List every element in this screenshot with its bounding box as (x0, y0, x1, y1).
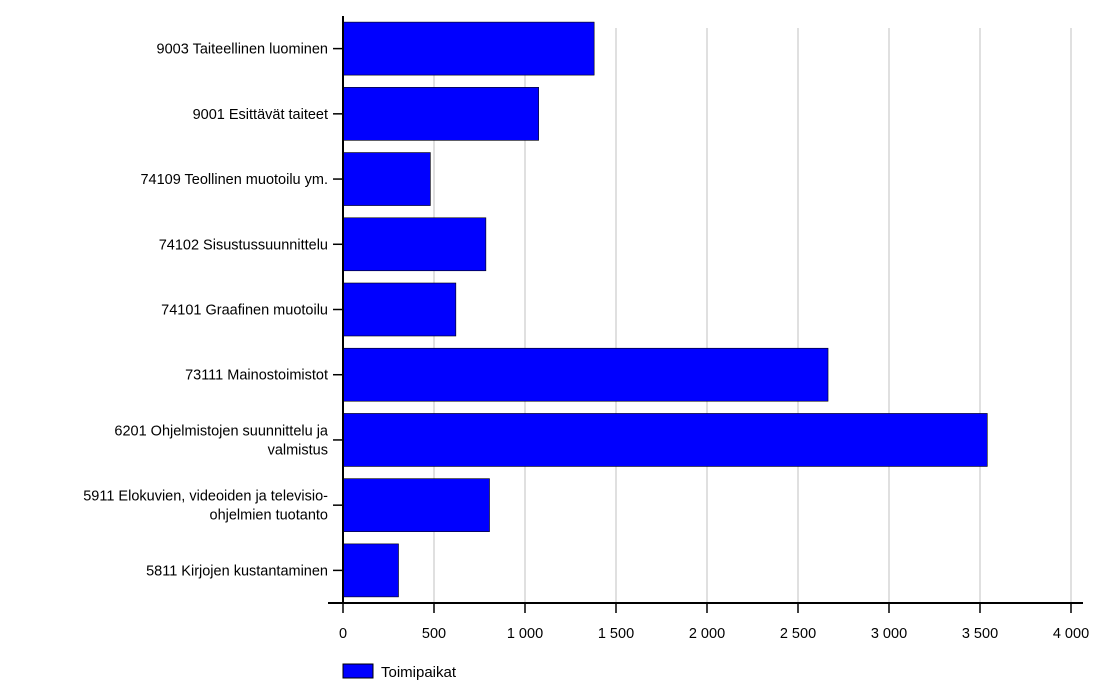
category-label: 9003 Taiteellinen luominen (157, 42, 328, 58)
bar (342, 152, 431, 206)
category-label: valmistus (268, 442, 328, 458)
category-label: 5911 Elokuvien, videoiden ja televisio- (83, 489, 328, 505)
bar (342, 217, 487, 272)
category-label: 73111 Mainostoimistot (185, 368, 328, 384)
category-label: 6201 Ohjelmistojen suunnittelu ja (114, 423, 329, 439)
bar (342, 282, 457, 337)
x-tick-label: 3 500 (962, 626, 998, 642)
x-tick-label: 500 (422, 626, 446, 642)
legend-label: Toimipaikat (381, 664, 457, 680)
category-label: 74109 Teollinen muotoilu ym. (140, 172, 328, 188)
bar (342, 21, 595, 76)
bar (342, 413, 988, 467)
category-labels: 9003 Taiteellinen luominen 9001 Esittävät… (83, 42, 329, 580)
x-tick-label: 2 500 (780, 626, 816, 642)
bar (342, 347, 829, 402)
category-label: 9001 Esittävät taiteet (193, 107, 328, 123)
category-label: 74102 Sisustussuunnittelu (159, 237, 328, 253)
x-tick-label: 1 500 (598, 626, 634, 642)
legend-swatch (342, 663, 374, 679)
category-label: ohjelmien tuotanto (210, 508, 329, 524)
bar (342, 543, 399, 598)
x-tick-label: 0 (339, 626, 347, 642)
x-tick-label: 3 000 (871, 626, 907, 642)
legend: Toimipaikat (342, 663, 457, 680)
axes (328, 16, 1083, 613)
x-tick-label: 1 000 (507, 626, 543, 642)
bar (342, 478, 490, 532)
x-tick-label: 2 000 (689, 626, 725, 642)
bars (342, 21, 988, 598)
x-tick-labels: 0 500 1 000 1 500 2 000 2 500 3 000 3 500 4 000 (339, 626, 1089, 642)
x-tick-label: 4 000 (1053, 626, 1089, 642)
bar (342, 87, 539, 141)
category-label: 74101 Graafinen muotoilu (161, 303, 328, 319)
category-label: 5811 Kirjojen kustantaminen (146, 563, 328, 579)
